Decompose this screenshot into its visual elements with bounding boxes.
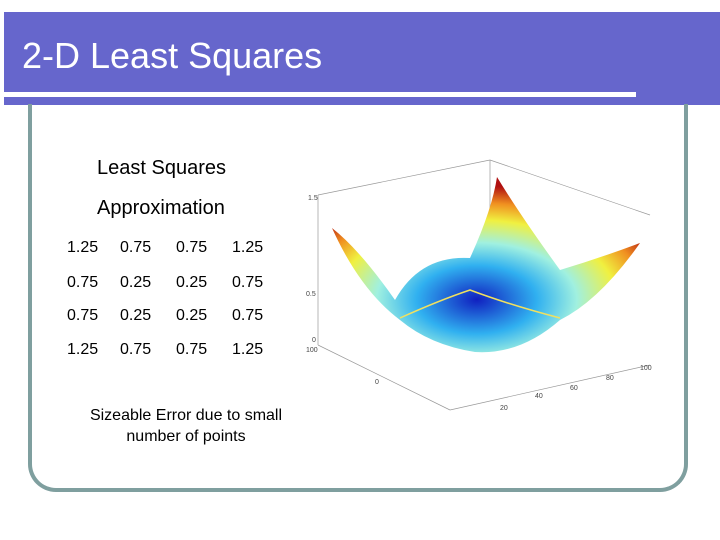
- axis-label: 100: [640, 365, 652, 372]
- matrix-cell: 0.25: [120, 307, 152, 324]
- heading-line: Approximation: [97, 197, 225, 219]
- matrix-cell: 1.25: [67, 341, 99, 358]
- title-bar: [4, 12, 720, 105]
- axis-label: 80: [606, 375, 614, 382]
- axis-label: 0: [375, 379, 379, 386]
- axis-label: 40: [535, 393, 543, 400]
- matrix-cell: 1.25: [67, 239, 99, 256]
- axis-label: 60: [570, 385, 578, 392]
- slide-title: 2-D Least Squares: [22, 35, 323, 76]
- axis-label: 100: [306, 347, 318, 354]
- heading-line: Least Squares: [97, 157, 226, 179]
- content-frame: [28, 104, 688, 492]
- title-underline: [0, 92, 636, 97]
- matrix-cell: 0.25: [176, 307, 208, 324]
- matrix-cell: 0.25: [176, 274, 208, 291]
- axis-label: 0: [312, 337, 316, 344]
- axis-label: 1.5: [308, 195, 318, 202]
- matrix-cell: 1.25: [232, 341, 264, 358]
- surface: [332, 177, 640, 353]
- matrix-cell: 0.75: [176, 341, 208, 358]
- matrix-cell: 0.75: [67, 274, 99, 291]
- matrix-cell: 1.25: [232, 239, 264, 256]
- note: Sizeable Error due to small number of po…: [89, 407, 283, 445]
- matrix-cell: 0.75: [232, 307, 264, 324]
- matrix-cell: 0.75: [67, 307, 99, 324]
- matrix-cell: 0.75: [120, 239, 152, 256]
- axis-label: 0.5: [306, 291, 316, 298]
- matrix-cell: 0.75: [176, 239, 208, 256]
- matrix-cell: 0.75: [232, 274, 264, 291]
- axis-label: 20: [500, 405, 508, 412]
- matrix-cell: 0.25: [120, 274, 152, 291]
- matrix-cell: 0.75: [120, 341, 152, 358]
